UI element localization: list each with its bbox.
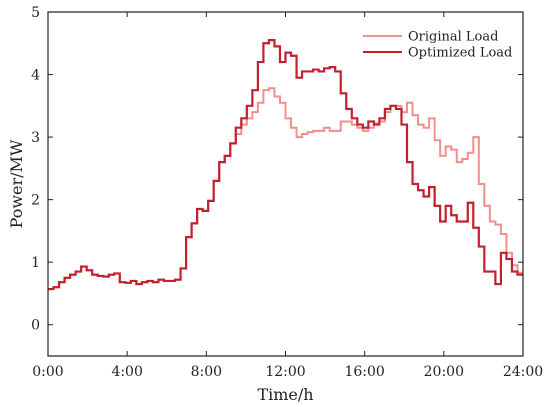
y-tick-label: 0 [31, 318, 40, 334]
legend-label: Original Load [408, 30, 498, 45]
y-tick-label: 2 [31, 193, 40, 209]
x-axis-title: Time/h [257, 385, 313, 404]
plot-frame [47, 11, 524, 357]
x-tick-label: 20:00 [424, 364, 464, 380]
x-tick-label: 0:00 [32, 364, 63, 380]
x-tick-label: 12:00 [265, 364, 305, 380]
x-tick-label: 24:00 [503, 364, 543, 380]
series-line-original-load [48, 87, 523, 291]
ticks-layer: 0:00 4:00 8:00 12:00 16:00 20:00 24:00 0 1 2 3 4 5 [31, 5, 543, 380]
x-tick-label: 4:00 [111, 364, 142, 380]
series-line-optimized-load [48, 39, 523, 291]
x-tick-label: 8:00 [191, 364, 222, 380]
y-tick-label: 1 [31, 255, 40, 271]
legend-label: Optimized Load [408, 46, 512, 61]
y-tick-label: 5 [31, 5, 40, 21]
x-tick-label: 16:00 [344, 364, 384, 380]
y-tick-label: 3 [31, 130, 40, 146]
y-axis-title: Power/MW [7, 139, 26, 228]
y-tick-label: 4 [31, 68, 40, 84]
series-layer [48, 39, 523, 291]
